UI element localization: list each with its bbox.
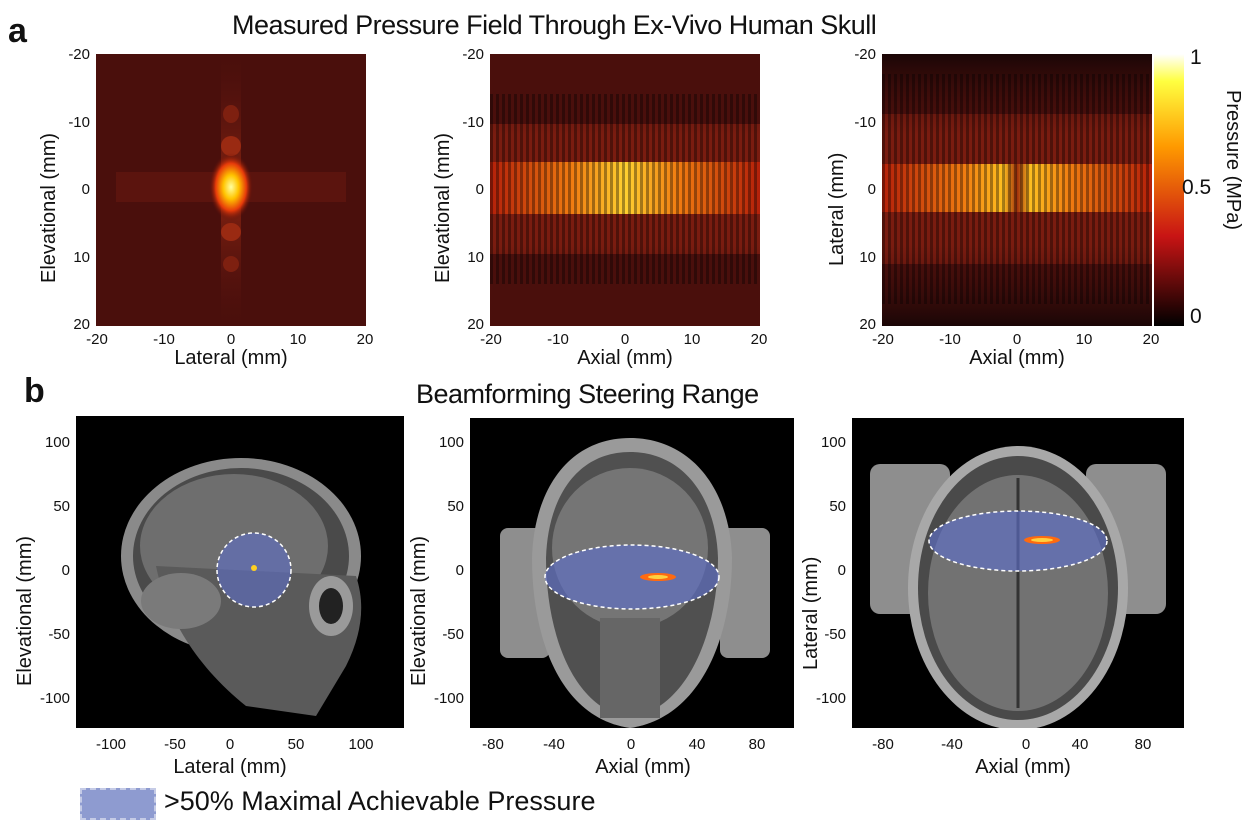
y-axis-label: Elevational (mm) (432, 132, 454, 283)
panel-letter-b: b (24, 372, 45, 410)
x-tick: 20 (1142, 331, 1160, 348)
y-tick: 0 (81, 181, 90, 198)
y-tick: 0 (455, 562, 464, 579)
colorbar-label: Pressure (MPa) (1222, 90, 1244, 231)
x-tick: 0 (1012, 331, 1022, 348)
x-tick: -40 (543, 736, 565, 753)
y-tick: -50 (442, 626, 464, 643)
x-tick: -20 (86, 331, 108, 348)
x-tick: 0 (1021, 736, 1031, 753)
y-tick: -10 (854, 114, 876, 131)
y-tick: -10 (68, 114, 90, 131)
x-tick: 0 (626, 736, 636, 753)
y-tick: 10 (467, 249, 484, 266)
x-tick: 10 (1075, 331, 1093, 348)
x-tick: 0 (620, 331, 630, 348)
x-tick: -10 (939, 331, 961, 348)
y-axis-label: Elevational (mm) (14, 535, 36, 686)
y-tick: 20 (73, 316, 90, 333)
x-tick: 80 (748, 736, 766, 753)
y-axis-label: Lateral (mm) (826, 152, 848, 266)
panel-letter-a: a (8, 12, 27, 50)
y-tick: -50 (48, 626, 70, 643)
mri-axial-view (852, 418, 1184, 728)
x-tick: 20 (750, 331, 768, 348)
x-tick: -10 (153, 331, 175, 348)
pressure-map-axial-elevational (490, 54, 760, 326)
x-tick: 100 (348, 736, 374, 753)
x-axis-label: Axial (mm) (975, 756, 1071, 778)
x-tick: -80 (872, 736, 894, 753)
y-tick: 10 (859, 249, 876, 266)
x-tick: 20 (356, 331, 374, 348)
x-tick: -50 (164, 736, 186, 753)
colorbar (1154, 54, 1184, 326)
x-axis-label: Lateral (mm) (174, 347, 288, 369)
x-tick: -10 (547, 331, 569, 348)
x-tick: 0 (225, 736, 235, 753)
y-tick: -20 (854, 46, 876, 63)
x-tick: -80 (482, 736, 504, 753)
x-tick: 40 (1071, 736, 1089, 753)
legend-label: >50% Maximal Achievable Pressure (164, 786, 596, 816)
y-tick: -50 (824, 626, 846, 643)
x-axis-label: Axial (mm) (577, 347, 673, 369)
y-tick: -10 (462, 114, 484, 131)
x-tick: -100 (95, 736, 127, 753)
y-tick: 50 (829, 498, 846, 515)
colorbar-tick: 1 (1190, 46, 1202, 69)
pressure-map-lateral-elevational (96, 54, 366, 326)
x-tick: -40 (941, 736, 963, 753)
colorbar-tick: 0.5 (1182, 176, 1212, 199)
y-tick: 10 (73, 249, 90, 266)
mri-sagittal-view (76, 416, 404, 728)
x-axis-label: Axial (mm) (595, 756, 691, 778)
y-tick: 20 (467, 316, 484, 333)
y-axis-label: Elevational (mm) (38, 132, 60, 283)
x-tick: 80 (1134, 736, 1152, 753)
legend-swatch (80, 788, 156, 820)
y-tick: -20 (68, 46, 90, 63)
x-axis-label: Axial (mm) (969, 347, 1065, 369)
y-tick: -100 (39, 690, 70, 707)
y-tick: 50 (447, 498, 464, 515)
y-tick: 0 (475, 181, 484, 198)
x-tick: 40 (688, 736, 706, 753)
panel-a-title: Measured Pressure Field Through Ex-Vivo … (232, 10, 877, 40)
y-tick: -100 (815, 690, 846, 707)
x-axis-label: Lateral (mm) (173, 756, 287, 778)
pressure-map-axial-lateral (882, 54, 1152, 326)
y-tick: 100 (820, 434, 846, 451)
x-tick: 50 (287, 736, 305, 753)
y-tick: 0 (837, 562, 846, 579)
y-axis-label: Lateral (mm) (800, 556, 822, 670)
y-tick: 0 (867, 181, 876, 198)
mri-coronal-view (470, 418, 794, 728)
x-tick: 10 (289, 331, 307, 348)
x-tick: -20 (480, 331, 502, 348)
y-tick: 20 (859, 316, 876, 333)
y-tick: -20 (462, 46, 484, 63)
y-tick: 100 (44, 434, 70, 451)
panel-b-title: Beamforming Steering Range (416, 379, 759, 409)
x-tick: -20 (872, 331, 894, 348)
x-tick: 10 (683, 331, 701, 348)
y-tick: 50 (53, 498, 70, 515)
y-tick: -100 (433, 690, 464, 707)
x-tick: 0 (226, 331, 236, 348)
colorbar-tick: 0 (1190, 305, 1202, 328)
y-tick: 0 (61, 562, 70, 579)
y-tick: 100 (438, 434, 464, 451)
y-axis-label: Elevational (mm) (408, 535, 430, 686)
